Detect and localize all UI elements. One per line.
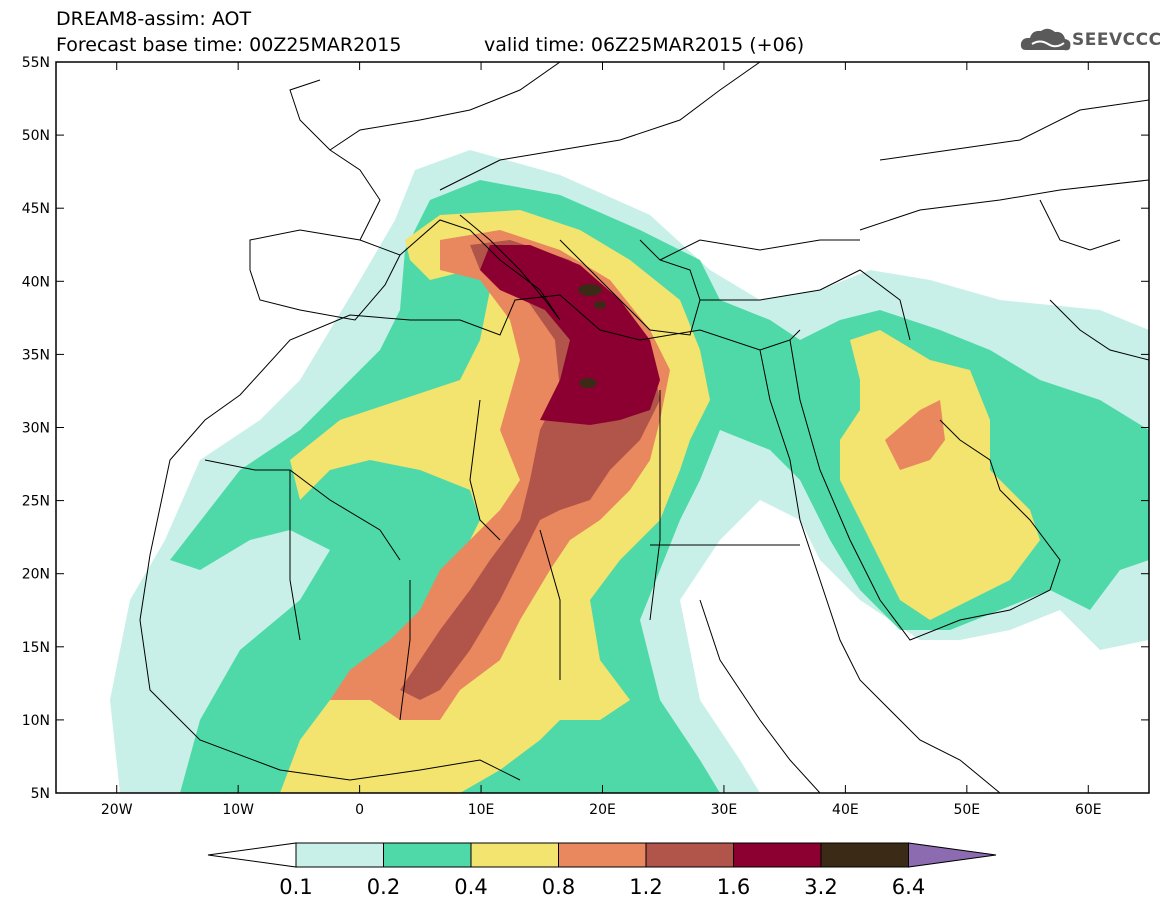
aot-band-0.4-arabia: [840, 330, 1040, 620]
lat-label: 5N: [31, 786, 50, 802]
lat-label: 15N: [22, 640, 50, 656]
aot-band-3.2-c: [594, 301, 606, 309]
lon-label: 30E: [711, 802, 738, 818]
lat-label: 10N: [22, 713, 50, 729]
lon-label: 10E: [468, 802, 495, 818]
logo-text: SEEVCCC: [1072, 30, 1162, 50]
lon-label: 40E: [832, 802, 859, 818]
colorbar-level-label: 0.8: [542, 875, 575, 899]
lat-label: 40N: [22, 274, 50, 290]
colorbar-box: [820, 842, 909, 868]
colorbar-under-triangle: [207, 842, 297, 868]
colorbar-level-label: 1.2: [629, 875, 662, 899]
coastlines: [139, 62, 1149, 793]
aot-colorbar: 0.1 0.2 0.4 0.8 1.2 1.6 3.2 6.4: [207, 842, 997, 899]
colorbar-box: [558, 842, 647, 868]
colorbar-level-label: 0.1: [279, 875, 312, 899]
colorbar-box: [383, 842, 472, 868]
lat-label: 30N: [22, 421, 50, 437]
lon-label: 60E: [1075, 802, 1102, 818]
aot-band-0.8-gulf: [885, 400, 945, 470]
colorbar-level-label: 1.6: [717, 875, 750, 899]
lon-label: 20W: [101, 802, 133, 818]
colorbar-box: [470, 842, 559, 868]
lat-label: 50N: [22, 128, 50, 144]
colorbar-box: [733, 842, 822, 868]
lon-label: 20E: [589, 802, 616, 818]
lat-label: 25N: [22, 494, 50, 510]
lat-label: 35N: [22, 347, 50, 363]
colorbar-level-label: 0.4: [454, 875, 487, 899]
valid-time: valid time: 06Z25MAR2015 (+06): [484, 34, 805, 56]
lon-label: 10W: [222, 802, 254, 818]
cloud-logo-icon: [1020, 28, 1071, 51]
lat-label: 45N: [22, 201, 50, 217]
forecast-base-time: Forecast base time: 00Z25MAR2015: [56, 34, 402, 56]
map-title: DREAM8-assim: AOT: [56, 8, 252, 30]
colorbar-level-label: 3.2: [804, 875, 837, 899]
aot-band-1.6: [480, 245, 660, 425]
colorbar-box: [295, 842, 384, 868]
longitude-axis: 20W 10W 0 10E 20E 30E 40E 50E 60E: [101, 62, 1102, 818]
aot-band-3.2-a: [578, 284, 602, 296]
lon-label: 50E: [953, 802, 980, 818]
lon-label: 0: [355, 802, 364, 818]
colorbar-level-label: 0.2: [367, 875, 400, 899]
aot-band-3.2-b: [579, 378, 597, 388]
colorbar-box: [645, 842, 734, 868]
latitude-axis: 55N 50N 45N 40N 35N 30N 25N 20N 15N 10N 5N: [22, 55, 1149, 802]
lat-label: 20N: [22, 567, 50, 583]
colorbar-over-triangle: [908, 842, 997, 868]
lat-label: 55N: [22, 55, 50, 71]
colorbar-level-label: 6.4: [892, 875, 925, 899]
